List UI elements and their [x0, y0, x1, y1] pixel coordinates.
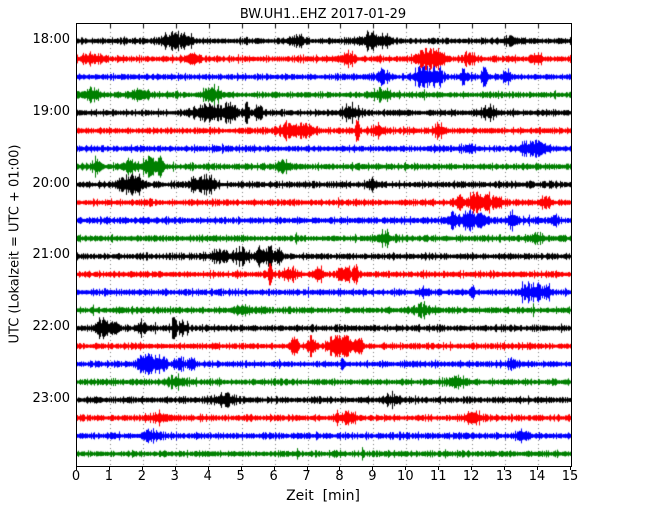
y-axis-label: UTC (Lokalzeit = UTC + 01:00): [7, 144, 23, 344]
x-tick-label: 15: [561, 469, 579, 484]
x-tick-mark: [175, 466, 176, 470]
x-tick-label: 1: [104, 469, 114, 484]
x-tick-label: 11: [429, 469, 447, 484]
y-tick-label: 21:00: [32, 247, 70, 263]
y-tick-label: 20:00: [32, 175, 70, 191]
x-tick-mark: [208, 466, 209, 470]
x-tick-mark: [241, 466, 242, 470]
y-tick-label: 18:00: [32, 32, 70, 47]
x-tick-label: 10: [397, 469, 414, 484]
x-tick-label: 8: [335, 469, 344, 484]
seismogram-traces-canvas: [77, 24, 571, 466]
x-tick-label: 4: [203, 469, 212, 484]
chart-title: BW.UH1..EHZ 2017-01-29: [239, 7, 407, 22]
y-tick-label: 22:00: [32, 319, 70, 335]
x-tick-label: 6: [269, 469, 278, 484]
x-tick-label: 7: [302, 469, 311, 484]
x-tick-mark: [537, 466, 538, 470]
x-tick-label: 5: [236, 469, 245, 484]
x-tick-label: 9: [368, 469, 377, 484]
x-tick-mark: [339, 466, 340, 470]
plot-area: [76, 23, 572, 467]
x-tick-mark: [372, 466, 373, 470]
x-tick-mark: [570, 466, 571, 470]
x-tick-mark: [405, 466, 406, 470]
x-tick-label: 2: [137, 469, 146, 484]
x-tick-mark: [109, 466, 110, 470]
x-tick-label: 13: [495, 469, 513, 484]
x-tick-label: 0: [71, 469, 81, 484]
x-tick-label: 3: [170, 469, 179, 484]
x-tick-mark: [76, 466, 77, 470]
x-tick-mark: [142, 466, 143, 470]
x-tick-mark: [307, 466, 308, 470]
x-tick-mark: [274, 466, 275, 470]
y-tick-label: 19:00: [32, 103, 70, 119]
x-tick-mark: [504, 466, 505, 470]
y-tick-label: 23:00: [32, 391, 70, 406]
x-tick-label: 14: [528, 469, 546, 484]
x-tick-mark: [471, 466, 472, 470]
x-axis-label: Zeit [min]: [286, 488, 360, 504]
x-tick-label: 12: [462, 469, 480, 484]
x-tick-mark: [438, 466, 439, 470]
